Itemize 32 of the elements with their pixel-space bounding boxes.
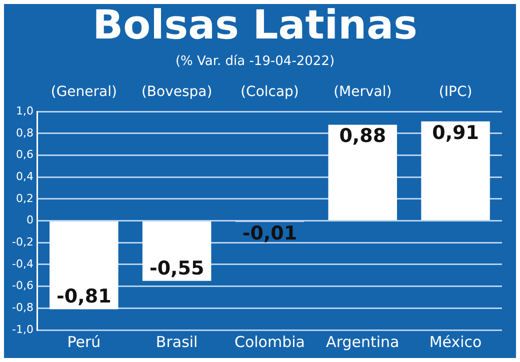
text: (Bovespa): [141, 84, 212, 100]
y-tick-label: -0,2: [12, 236, 34, 248]
chart-title: Bolsas Latinas: [92, 2, 418, 48]
bar: [142, 222, 212, 281]
bar: [50, 222, 118, 310]
y-tick-label: 0,8: [16, 126, 34, 140]
data-label: 0,88: [339, 125, 386, 148]
data-label: -0,01: [242, 222, 298, 244]
text: (General): [50, 84, 117, 100]
y-tick-label: -0,4: [12, 257, 34, 270]
x-tick-label: Colombia: [234, 332, 305, 351]
text: (IPC): [438, 84, 472, 100]
data-label: -0,55: [149, 257, 204, 280]
y-tick-label: 0,2: [16, 192, 34, 205]
x-tick-label: México: [429, 332, 482, 351]
x-tick-label: Perú: [67, 332, 101, 351]
y-tick-label: 1,0: [16, 104, 34, 118]
bar: [421, 121, 490, 220]
y-tick-label: 0,4: [16, 170, 34, 183]
data-label: -0,81: [56, 286, 112, 308]
text: (Merval): [334, 84, 392, 100]
y-tick-label: -1,0: [12, 322, 34, 336]
x-tick-label: Brasil: [156, 332, 198, 351]
text: (Colcap): [240, 84, 299, 100]
chart-subtitle: (% Var. día -19-04-2022): [175, 54, 335, 70]
y-tick-label: 0: [26, 214, 34, 227]
data-label: 0,91: [432, 122, 479, 144]
y-tick-label: -0,6: [12, 279, 34, 292]
y-tick-label: -0,8: [12, 301, 34, 314]
bar: [328, 124, 398, 220]
y-tick-label: 0,6: [16, 148, 34, 162]
x-tick-label: Argentina: [326, 332, 400, 351]
